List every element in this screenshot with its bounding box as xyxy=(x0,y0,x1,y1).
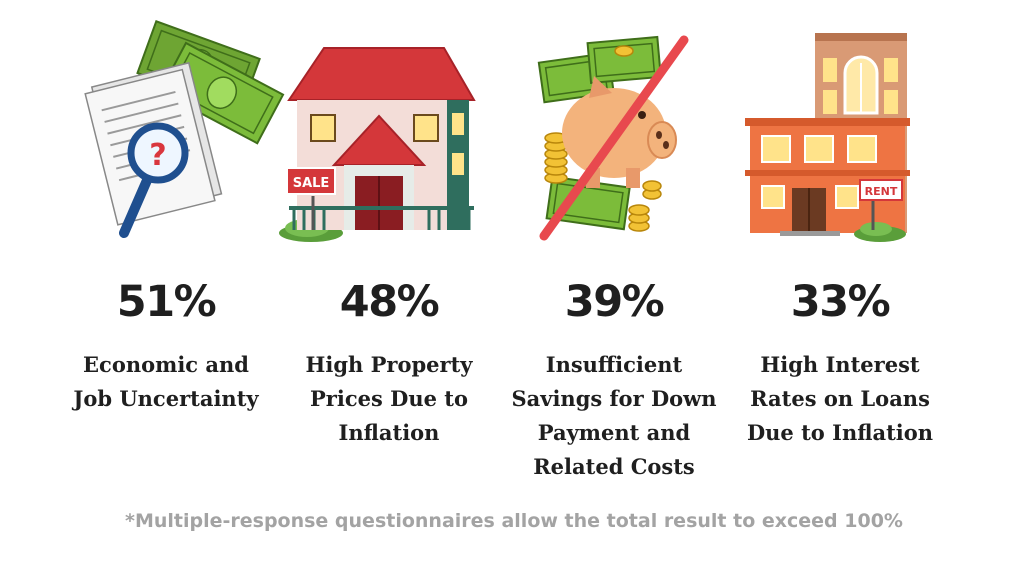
svg-text:?: ? xyxy=(149,138,166,173)
sale-sign: SALE xyxy=(293,176,330,191)
stat-interest-rates: RENT 33% High Interest Rates on Loans Du… xyxy=(720,0,960,490)
stat-label: Economic and Job Uncertainty xyxy=(73,352,259,411)
stat-label: High Property Prices Due to Inflation xyxy=(305,352,473,445)
stat-percent: 39% xyxy=(564,277,665,327)
stat-percent: 51% xyxy=(116,277,217,327)
stat-label: High Interest Rates on Loans Due to Infl… xyxy=(746,352,934,445)
stat-percent: 48% xyxy=(339,277,440,327)
footnote: *Multiple-response questionnaires allow … xyxy=(125,510,903,532)
stat-economic: ? 51% Economic and Job Uncertainty xyxy=(46,0,286,490)
stat-property-prices: SALE 48% High Property Prices Due to Inf… xyxy=(269,0,509,490)
stat-label: Insufficient Savings for Down Payment an… xyxy=(511,352,717,479)
rental-building-icon: RENT xyxy=(745,33,910,242)
stat-savings: 39% Insufficient Savings for Down Paymen… xyxy=(494,0,734,490)
crossed-piggy-bank-icon xyxy=(537,35,689,241)
stat-percent: 33% xyxy=(790,277,891,327)
rent-sign: RENT xyxy=(865,185,898,198)
house-for-sale-icon: SALE xyxy=(279,47,476,242)
documents-money-magnifier-icon: ? xyxy=(84,20,285,238)
